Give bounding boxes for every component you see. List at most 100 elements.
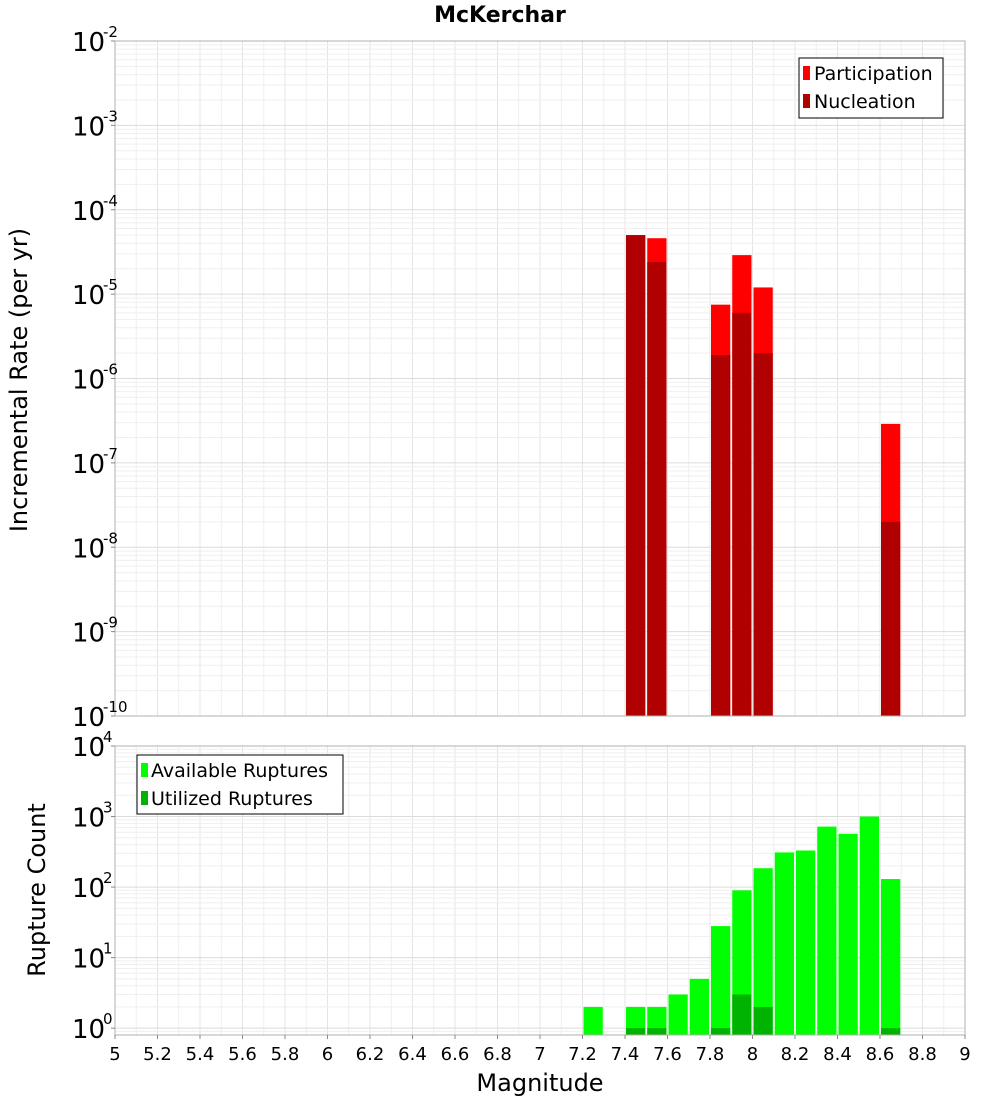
legend-swatch-participation — [803, 66, 810, 80]
bottom-y-tick-base: 10 — [72, 945, 105, 975]
top-y-tick-exponent: -6 — [103, 361, 118, 379]
x-tick-label: 5.4 — [186, 1044, 215, 1065]
legend-swatch-available — [141, 763, 148, 777]
x-ticks: 5 5.2 5.4 5.6 5.8 6 6.2 6.4 6.6 6.8 7 7.2 7.4 7.6 7.8 8… — [109, 1035, 971, 1065]
top-bar-nucleation — [647, 262, 667, 716]
top-bar-nucleation — [732, 312, 752, 716]
top-y-tick: 10-6 — [72, 361, 118, 396]
bottom-bar-available-ruptures — [859, 816, 879, 1035]
top-y-tick-exponent: -4 — [103, 192, 118, 210]
bottom-bar-available-ruptures — [583, 1006, 603, 1035]
bottom-y-tick-exponent: 0 — [103, 1010, 113, 1028]
x-tick-label: 8.6 — [866, 1044, 895, 1065]
top-y-tick-base: 10 — [72, 450, 105, 480]
x-tick-label: 8 — [747, 1044, 758, 1065]
legend-label-utilized: Utilized Ruptures — [151, 788, 313, 810]
x-tick-label: 7 — [534, 1044, 545, 1065]
bottom-y-tick: 100 — [72, 1010, 115, 1045]
x-tick-label: 5 — [109, 1044, 120, 1065]
bottom-y-tick: 104 — [72, 728, 115, 763]
top-y-tick: 10-7 — [72, 445, 118, 480]
bottom-bars — [583, 816, 901, 1035]
bottom-bar-utilized-ruptures — [711, 1028, 731, 1035]
top-y-tick-base: 10 — [72, 534, 105, 564]
legend-label-participation: Participation — [814, 63, 933, 85]
bottom-y-tick-exponent: 1 — [103, 940, 113, 958]
x-tick-label: 6 — [322, 1044, 333, 1065]
top-y-ticks: 10-210-310-410-510-610-710-810-910-10 — [72, 23, 128, 733]
x-tick-label: 7.6 — [653, 1044, 682, 1065]
bottom-legend: Available Ruptures Utilized Ruptures — [136, 754, 344, 815]
bottom-y-tick-base: 10 — [72, 874, 105, 904]
bottom-y-tick-exponent: 3 — [103, 799, 113, 817]
bottom-bar-available-ruptures — [626, 1006, 646, 1035]
bottom-bar-utilized-ruptures — [626, 1028, 646, 1035]
top-y-tick-base: 10 — [72, 197, 105, 227]
top-y-tick: 10-10 — [72, 698, 128, 733]
top-y-tick: 10-8 — [72, 529, 118, 564]
bottom-bar-available-ruptures — [817, 826, 837, 1035]
top-y-tick: 10-9 — [72, 614, 118, 649]
bottom-bar-utilized-ruptures — [647, 1028, 667, 1035]
x-tick-label: 9 — [959, 1044, 970, 1065]
chart-title: McKerchar — [434, 3, 566, 28]
bottom-y-tick-exponent: 4 — [103, 728, 113, 746]
top-y-tick: 10-5 — [72, 276, 118, 311]
x-tick-label: 6.6 — [441, 1044, 470, 1065]
bottom-bar-available-ruptures — [881, 879, 901, 1035]
bottom-legend-box — [136, 754, 344, 815]
bottom-bar-available-ruptures — [668, 994, 688, 1035]
top-y-tick-exponent: -7 — [103, 445, 118, 463]
x-axis-label: Magnitude — [476, 1069, 603, 1097]
bottom-bar-utilized-ruptures — [732, 994, 752, 1035]
x-tick-label: 7.8 — [696, 1044, 725, 1065]
top-y-axis-label: Incremental Rate (per yr) — [5, 228, 33, 532]
bottom-y-tick-base: 10 — [72, 733, 105, 763]
top-y-tick: 10-3 — [72, 107, 118, 142]
bottom-bar-utilized-ruptures — [753, 1006, 773, 1035]
top-gridlines — [114, 40, 966, 717]
x-tick-label: 7.4 — [611, 1044, 640, 1065]
bottom-y-axis-label: Rupture Count — [23, 803, 51, 977]
top-bar-nucleation — [626, 235, 646, 716]
legend-swatch-nucleation — [803, 94, 810, 108]
bottom-bar-utilized-ruptures — [881, 1028, 901, 1035]
top-bars — [626, 235, 901, 716]
top-y-tick-base: 10 — [72, 703, 105, 733]
top-y-tick-exponent: -8 — [103, 529, 118, 547]
top-y-tick: 10-4 — [72, 192, 118, 227]
bottom-bar-available-ruptures — [689, 978, 709, 1035]
x-tick-label: 5.8 — [271, 1044, 300, 1065]
top-y-tick-base: 10 — [72, 28, 105, 58]
x-tick-label: 5.6 — [228, 1044, 257, 1065]
x-tick-label: 6.4 — [398, 1044, 427, 1065]
bottom-bar-available-ruptures — [774, 852, 794, 1035]
top-y-tick-base: 10 — [72, 366, 105, 396]
bottom-y-tick-base: 10 — [72, 1015, 105, 1045]
bottom-bar-available-ruptures — [838, 833, 858, 1035]
bottom-bar-available-ruptures — [796, 850, 816, 1035]
bottom-y-tick: 103 — [72, 799, 115, 834]
bottom-y-tick: 101 — [72, 940, 115, 975]
top-y-tick-exponent: -10 — [103, 698, 128, 716]
top-y-tick-base: 10 — [72, 112, 105, 142]
bottom-bar-available-ruptures — [753, 868, 773, 1035]
top-bar-nucleation — [711, 354, 731, 716]
legend-label-available: Available Ruptures — [151, 760, 328, 782]
x-tick-label: 6.2 — [356, 1044, 385, 1065]
bottom-y-tick: 102 — [72, 869, 115, 904]
top-bar-nucleation — [881, 521, 901, 716]
top-y-tick-exponent: -3 — [103, 107, 118, 125]
bottom-y-tick-base: 10 — [72, 804, 105, 834]
x-tick-label: 8.2 — [781, 1044, 810, 1065]
x-tick-label: 7.2 — [568, 1044, 597, 1065]
legend-swatch-utilized — [141, 791, 148, 805]
x-tick-label: 8.8 — [908, 1044, 937, 1065]
bottom-y-tick-exponent: 2 — [103, 869, 113, 887]
bottom-bar-available-ruptures — [647, 1006, 667, 1035]
top-y-tick-exponent: -2 — [103, 23, 118, 41]
x-tick-label: 5.2 — [143, 1044, 172, 1065]
top-y-tick-exponent: -9 — [103, 614, 118, 632]
top-bar-nucleation — [753, 353, 773, 716]
